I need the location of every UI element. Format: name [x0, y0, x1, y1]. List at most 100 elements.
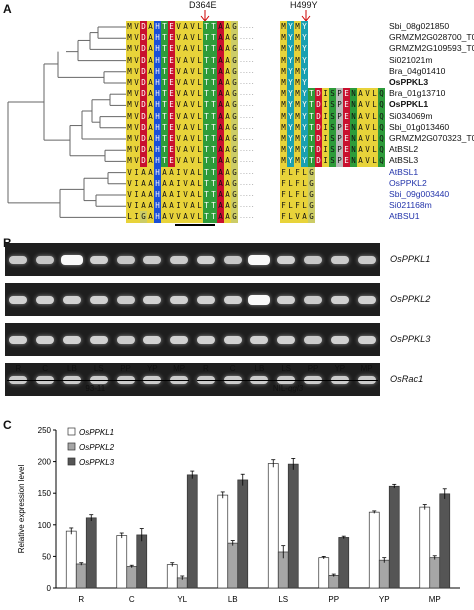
residue-cell: A	[182, 155, 189, 167]
residue-cell: T	[308, 110, 315, 122]
residue-cell: A	[217, 99, 224, 111]
residue-cell: N	[350, 88, 357, 100]
residue-cell: P	[336, 110, 343, 122]
residue-cell: T	[161, 65, 168, 77]
residue-cell: A	[182, 133, 189, 145]
residue-cell: A	[161, 211, 168, 223]
residue-cell: I	[322, 110, 329, 122]
alignment-row: M V D A H T E V A V L T T A A G..... M Y M Y GRMZM2G109593_T…	[126, 43, 474, 55]
lane-label: R	[15, 364, 22, 373]
bar	[328, 575, 340, 589]
residue-cell: L	[196, 43, 203, 55]
residue-cell: G	[231, 54, 238, 66]
residue-cell: A	[224, 65, 231, 77]
residue-cell: V	[175, 77, 182, 89]
gel-band	[143, 375, 162, 384]
residue-cell: L	[126, 211, 133, 223]
residue-cell: L	[196, 166, 203, 178]
residue-cell: A	[217, 110, 224, 122]
residue-cell: Q	[378, 99, 385, 111]
residue-cell: A	[147, 21, 154, 33]
residue-cell: A	[140, 189, 147, 201]
residue-cell: A	[357, 155, 364, 167]
residue-cell: A	[161, 200, 168, 212]
residue-cell: A	[182, 43, 189, 55]
residue-cell: M	[126, 121, 133, 133]
residue-cell: N	[350, 121, 357, 133]
residue-cell: A	[182, 21, 189, 33]
residue-cell: I	[133, 211, 140, 223]
mutation-label-right: H499Y	[290, 0, 318, 10]
residue-cell: A	[168, 200, 175, 212]
gel-band	[304, 255, 323, 264]
residue-cell: A	[357, 88, 364, 100]
sequence-name: OsPPKL2	[389, 177, 427, 188]
residue-cell: Q	[378, 144, 385, 156]
alignment-gap: .....	[240, 191, 255, 198]
bar	[388, 485, 400, 589]
residue-cell: A	[224, 99, 231, 111]
residue-cell: A	[147, 43, 154, 55]
residue-cell: D	[315, 121, 322, 133]
residue-cell: H	[154, 32, 161, 44]
sequence-name: Sbi_08g021850	[389, 21, 450, 31]
residue-cell: Y	[301, 54, 308, 66]
residue-cell: T	[161, 32, 168, 44]
residue-cell: L	[196, 144, 203, 156]
residue-cell: A	[357, 121, 364, 133]
residue-cell: G	[231, 133, 238, 145]
residue-cell: L	[371, 133, 378, 145]
residue-cell: V	[175, 99, 182, 111]
legend-label: OsPPKL1	[79, 428, 114, 437]
residue-cell: A	[217, 177, 224, 189]
residue-cell: S	[329, 99, 336, 111]
residue-cell: Y	[287, 21, 294, 33]
gel-band	[116, 295, 135, 304]
residue-cell: A	[140, 177, 147, 189]
residue-cell: V	[126, 200, 133, 212]
gel-band	[36, 335, 55, 344]
residue-cell: A	[182, 54, 189, 66]
residue-cell: D	[140, 144, 147, 156]
residue-cell: S	[329, 110, 336, 122]
residue-cell: T	[210, 166, 217, 178]
gel-band	[36, 375, 55, 384]
alignment-gap: .....	[240, 23, 255, 30]
residue-cell: T	[203, 200, 210, 212]
gel-band	[223, 295, 242, 304]
residue-cell: T	[203, 43, 210, 55]
gel-band	[330, 335, 349, 344]
residue-cell: T	[161, 99, 168, 111]
residue-cell: Y	[301, 121, 308, 133]
residue-cell: T	[210, 54, 217, 66]
residue-cell: T	[161, 77, 168, 89]
residue-cell: M	[126, 21, 133, 33]
residue-cell: V	[175, 65, 182, 77]
residue-cell: V	[364, 121, 371, 133]
residue-cell: M	[126, 155, 133, 167]
gel-band	[277, 255, 296, 264]
gel-band	[223, 335, 242, 344]
residue-cell: V	[133, 32, 140, 44]
sequence-name: OsPPKL1	[389, 99, 429, 110]
residue-cell: T	[203, 121, 210, 133]
x-tick-label: MP	[429, 595, 441, 604]
residue-cell: I	[175, 189, 182, 201]
residue-cell: D	[140, 110, 147, 122]
gel-band	[250, 335, 269, 344]
residue-cell: V	[175, 43, 182, 55]
residue-cell: I	[133, 200, 140, 212]
residue-cell: V	[133, 133, 140, 145]
residue-cell: A	[224, 43, 231, 55]
sequence-name: Si021021m	[389, 54, 433, 65]
alignment-gap: .....	[240, 202, 255, 210]
residue-cell: L	[196, 32, 203, 44]
residue-cell: T	[210, 144, 217, 156]
residue-cell: P	[336, 88, 343, 100]
residue-cell: L	[196, 77, 203, 89]
residue-cell: H	[154, 88, 161, 100]
residue-cell: E	[168, 155, 175, 167]
alignment-row: M V D A H T E V A V L T T A A G..... M Y M Y T D I S P E N A V L Q GRMZ…	[126, 133, 474, 145]
bar	[116, 535, 128, 589]
residue-cell: M	[126, 77, 133, 89]
